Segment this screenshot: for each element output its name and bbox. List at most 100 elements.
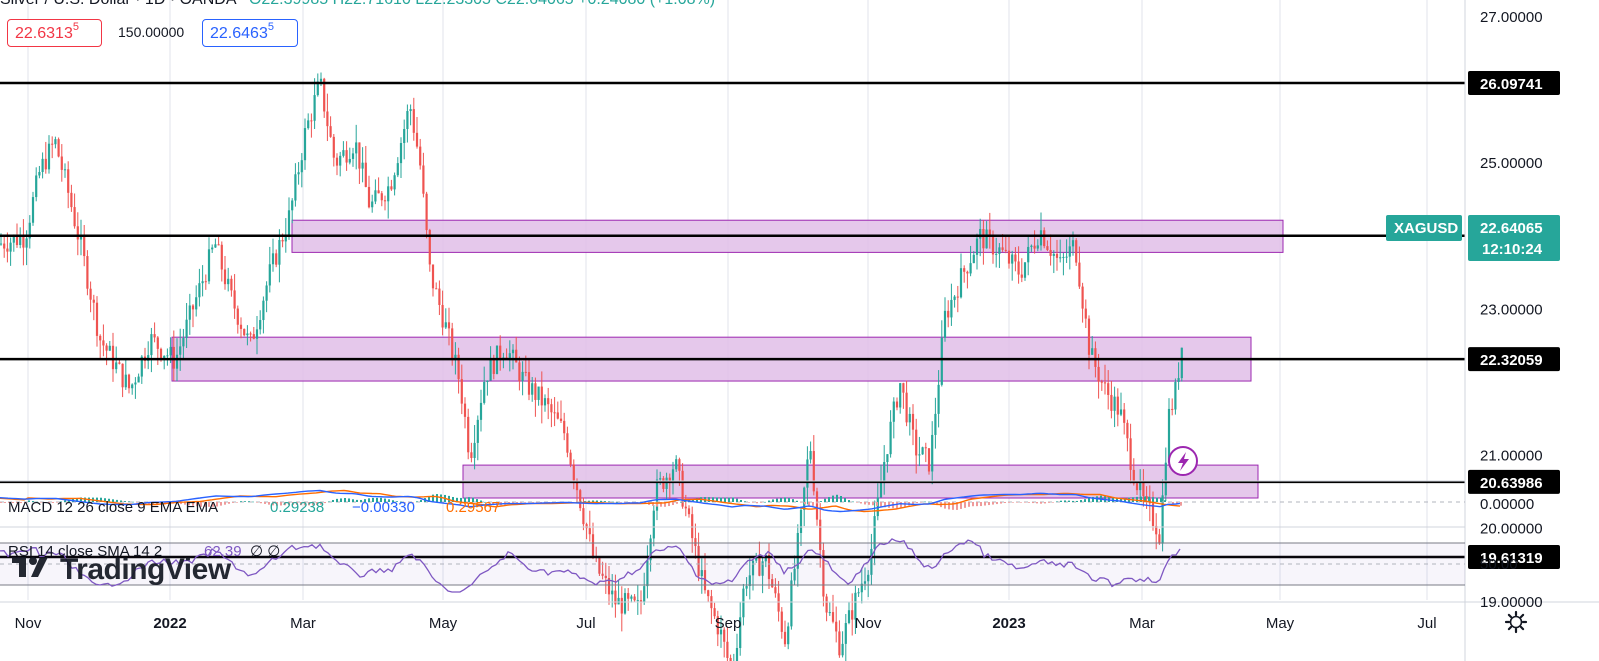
candle-body <box>38 172 41 176</box>
buy-button[interactable]: 22.64635 <box>202 19 298 47</box>
time-tick-label: May <box>429 615 458 632</box>
candle-body <box>348 158 351 163</box>
candle-body <box>982 228 985 249</box>
macd-signal-line <box>0 489 1181 513</box>
candle-body <box>841 643 844 656</box>
symbol-title[interactable]: Silver / U.S. Dollar · 1D · OANDA <box>0 0 236 8</box>
macd-histogram-bar <box>1048 502 1050 503</box>
candle-body <box>383 200 387 202</box>
rsi-axis-label: 50.00 <box>1480 556 1518 573</box>
macd-histogram-bar <box>920 502 922 503</box>
macd-histogram-bar <box>740 499 742 502</box>
macd-histogram-bar <box>756 502 758 504</box>
candle-body <box>1055 253 1059 258</box>
candle-body <box>60 156 63 170</box>
macd-histogram-bar <box>520 502 522 503</box>
gear-icon[interactable] <box>1504 610 1528 634</box>
macd-histogram-bar <box>208 502 210 507</box>
macd-histogram-bar <box>188 502 190 506</box>
macd-histogram-bar <box>80 497 82 502</box>
macd-histogram-bar <box>40 502 42 503</box>
candle-body <box>492 358 495 374</box>
candle-body <box>252 334 255 339</box>
macd-histogram-bar <box>24 502 26 504</box>
candle-body <box>511 349 515 354</box>
macd-histogram-bar <box>332 499 334 502</box>
candle-body <box>422 165 425 194</box>
candle-body <box>966 271 969 274</box>
macd-histogram-bar <box>1172 502 1174 504</box>
candle-body <box>3 243 6 249</box>
macd-histogram-bar <box>1028 502 1030 503</box>
candle-body <box>559 418 563 421</box>
macd-histogram-bar <box>296 502 298 505</box>
macd-histogram-bar <box>460 497 462 502</box>
candle-body <box>457 354 460 380</box>
candle-body <box>95 302 99 336</box>
candle-body <box>537 386 540 400</box>
macd-legend-label[interactable]: MACD 12 26 close 9 EMA EMA <box>8 499 218 516</box>
candle-body <box>953 296 956 300</box>
sell-button[interactable]: 22.63135 <box>7 19 102 47</box>
candle-body <box>172 346 175 369</box>
candle-body <box>668 477 671 483</box>
candle-body <box>873 516 876 549</box>
macd-histogram-bar <box>368 498 370 502</box>
macd-histogram-bar <box>1164 500 1166 502</box>
macd-histogram-bar <box>276 502 278 506</box>
candle-body <box>428 230 431 265</box>
macd-histogram-bar <box>692 499 694 502</box>
candle-body <box>124 374 127 388</box>
candle-body <box>1068 246 1071 257</box>
macd-histogram-bar <box>912 502 914 505</box>
candle-body <box>1119 409 1123 415</box>
macd-histogram-bar <box>816 502 818 504</box>
time-tick-label: 2023 <box>992 615 1025 632</box>
macd-histogram-bar <box>212 502 214 507</box>
macd-histogram-bar <box>840 496 842 502</box>
candle-body <box>1065 256 1068 258</box>
candle-body <box>550 404 553 413</box>
macd-histogram-bar <box>96 497 98 502</box>
time-tick-label: Mar <box>290 615 316 632</box>
candle-body <box>367 186 371 208</box>
macd-histogram-bar <box>1168 502 1170 503</box>
candle-body <box>755 556 758 561</box>
macd-histogram-bar <box>156 502 158 506</box>
macd-histogram-bar <box>112 499 114 502</box>
price-axis[interactable]: 27.00000 25.00000 23.00000 21.00000 20.00000… <box>1386 9 1560 661</box>
lightning-alert-icon[interactable] <box>1168 446 1198 476</box>
candle-body <box>1023 262 1027 278</box>
candle-body <box>531 383 534 395</box>
candle-body <box>863 581 867 584</box>
macd-histogram-bar <box>516 502 518 504</box>
macd-histogram-bar <box>584 501 586 502</box>
candle-body <box>956 296 959 298</box>
candle-body <box>1116 396 1119 415</box>
macd-histogram-bar <box>192 502 194 506</box>
candle-body <box>700 570 703 577</box>
macd-histogram-bar <box>792 499 794 502</box>
macd-histogram-bar <box>1004 502 1006 504</box>
macd-histogram-bar <box>28 500 30 502</box>
time-axis[interactable]: Nov 2022 Mar May Jul Sep Nov 2023 Mar May Jul <box>15 615 1437 632</box>
time-tick-label: Jul <box>1417 615 1436 632</box>
rsi-legend-label[interactable]: RSI 14 close SMA 14 2 <box>8 543 162 560</box>
candle-body <box>115 362 118 370</box>
candle-body <box>515 349 518 363</box>
candle-body <box>223 269 227 285</box>
candle-body <box>819 519 822 551</box>
candle-body <box>1014 254 1017 262</box>
candle-body <box>335 157 339 166</box>
macd-histogram-bar <box>452 496 454 502</box>
macd-signal-value: 0.29567 <box>446 499 500 516</box>
candle-body <box>268 264 271 286</box>
candle-body <box>908 413 911 423</box>
candle-body <box>905 392 908 423</box>
candle-body <box>319 78 323 82</box>
macd-histogram-bar <box>924 501 926 503</box>
candle-body <box>847 610 851 623</box>
candle-body <box>991 234 995 255</box>
macd-histogram-bar <box>396 501 398 502</box>
